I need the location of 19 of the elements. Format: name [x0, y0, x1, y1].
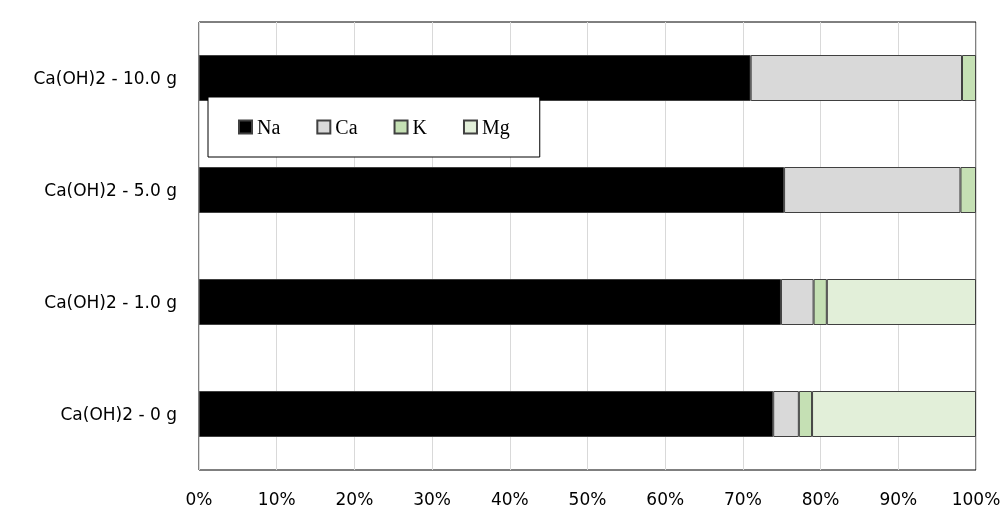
x-tick-label: 100% [951, 488, 1001, 509]
x-tick-label: 80% [801, 488, 840, 509]
y-tick-label: Ca(OH)2 - 5.0 g [44, 180, 177, 200]
x-tick-label: 10% [257, 488, 296, 509]
y-tick-label: Ca(OH)2 - 10.0 g [33, 68, 177, 88]
x-tick-label: 90% [879, 488, 918, 509]
y-tick-label: Ca(OH)2 - 0 g [60, 404, 177, 424]
x-tick-label: 20% [335, 488, 374, 509]
x-tick-label: 40% [490, 488, 529, 509]
legend-label: Na [257, 116, 281, 138]
legend-label: K [412, 116, 428, 138]
x-tick-label: 50% [568, 488, 607, 509]
x-tick-label: 30% [413, 488, 451, 509]
x-tick-label: 60% [646, 488, 685, 509]
y-tick-label: Ca(OH)2 - 1.0 g [44, 292, 177, 312]
legend-label: Ca [335, 116, 358, 138]
legend-label: Mg [481, 116, 510, 139]
x-tick-label: 70% [724, 488, 762, 509]
x-tick-label: 0% [185, 488, 213, 509]
